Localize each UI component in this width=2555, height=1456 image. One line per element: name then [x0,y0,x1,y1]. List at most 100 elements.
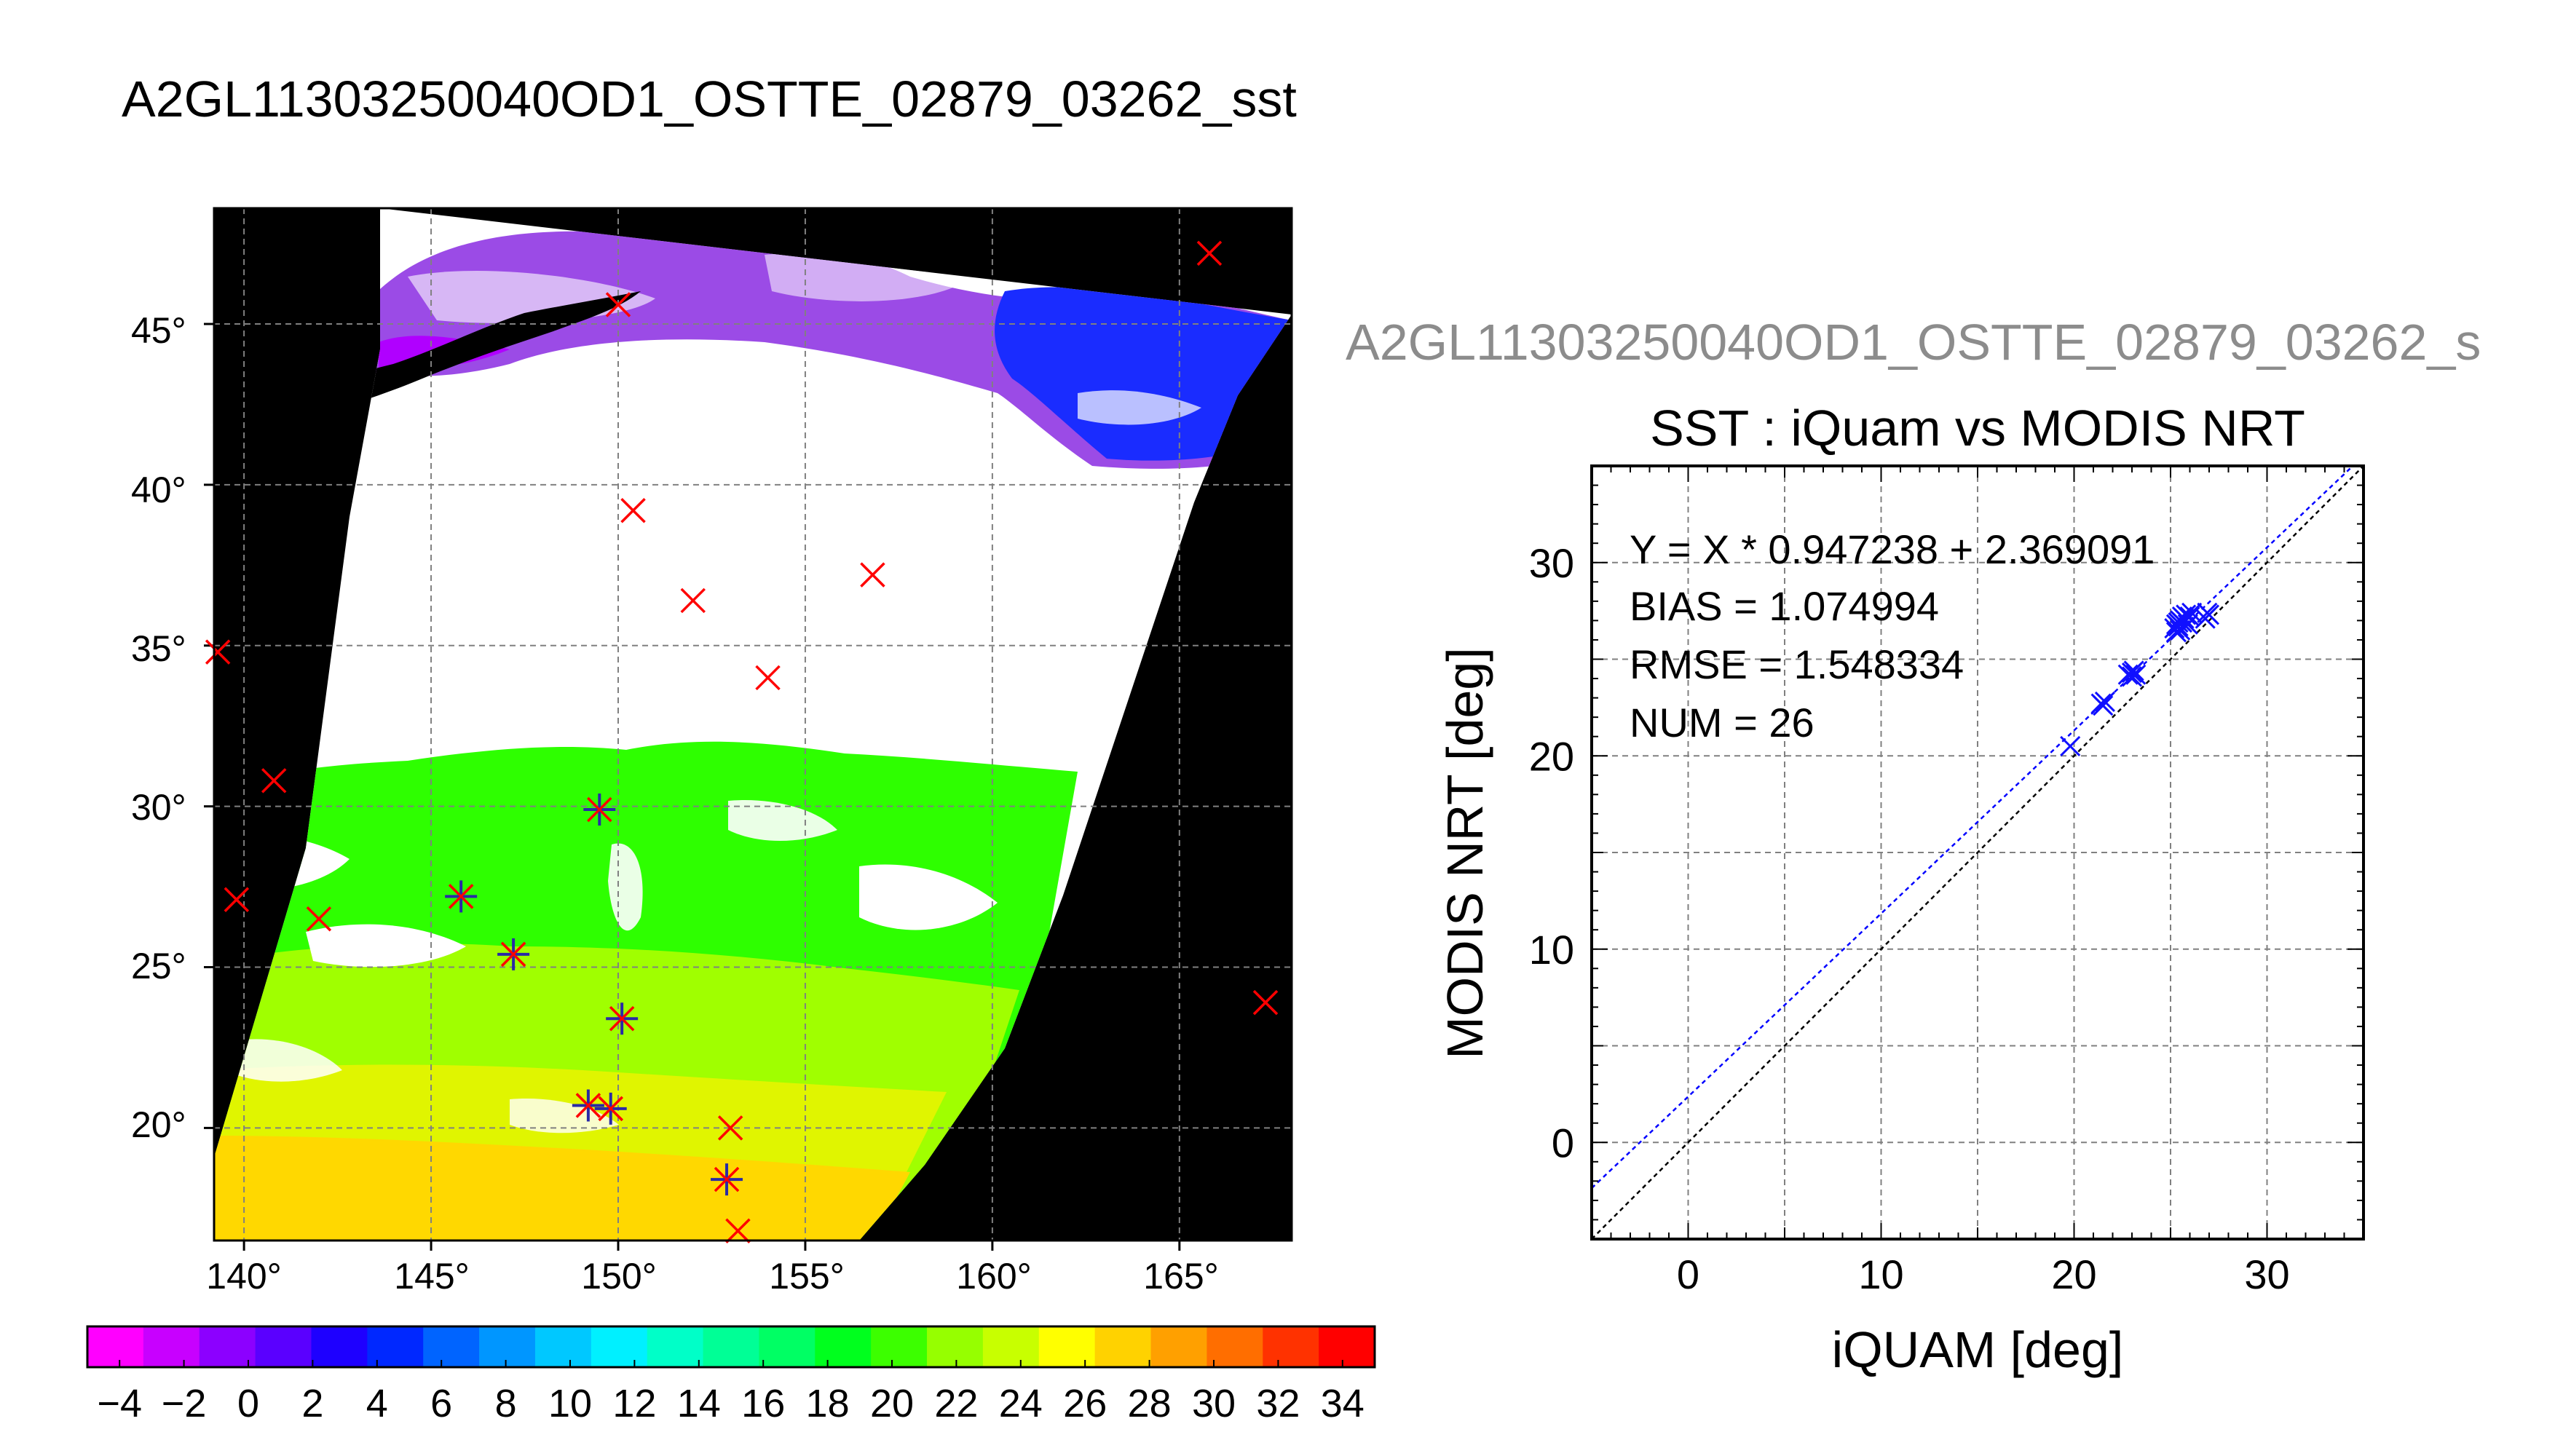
scatter-point [2117,664,2139,685]
colorbar-cell [479,1326,536,1367]
iquam-marker [717,1115,743,1141]
sst-gold-region [214,1136,910,1241]
colorbar-tick-label: 2 [301,1382,323,1425]
lon-label: 140° [206,1256,281,1297]
colorbar-cell [143,1326,200,1367]
scatter-xtick-label: 30 [2244,1251,2289,1297]
scatter-points [2060,602,2220,757]
colorbar-tick-label: 12 [612,1382,656,1425]
colorbar-tick-label: 22 [934,1382,978,1425]
map-panel: 45° 40° 35° 30° 25° 20° 140° 145° 150° 1… [131,207,1293,1297]
matchup-marker [445,880,478,913]
colorbar-cell [199,1326,256,1367]
stat-rmse: RMSE = 1.548334 [1630,641,1964,687]
colorbar-tick-label: 28 [1128,1382,1172,1425]
stat-equation: Y = X * 0.947238 + 2.369091 [1630,526,2155,572]
colorbar-ticks: −4 −2 0 2 4 6 8 10 12 14 16 18 20 22 24 26 28 30 32 34 [97,1360,1365,1425]
map-frame [213,207,1293,1242]
matchup-marker [497,938,530,970]
iquam-marker [205,639,231,665]
colorbar-cell [1150,1326,1207,1367]
lat-label: 35° [131,628,186,669]
colorbar-cell [423,1326,480,1367]
colorbar-tick-label: −4 [97,1382,142,1425]
colorbar-cell [647,1326,704,1367]
colorbar-cells [87,1326,1375,1367]
scatter-panel: A2GL11303250040OD1_OSTTE_02879_03262_s S… [1346,314,2481,1378]
cloud-patch [233,1039,342,1082]
cloud-patch [1078,390,1201,425]
map-markers [205,240,1279,1243]
colorbar-tick-label: 8 [495,1382,517,1425]
colorbar-cell [815,1326,872,1367]
iquam-marker [605,292,631,317]
iquam-marker [755,665,781,691]
scatter-point [2197,602,2218,623]
cloud-patch [306,924,466,968]
identity-line [1592,466,2364,1239]
iquam-marker [725,1218,751,1243]
colorbar-tick-label: 14 [677,1382,721,1425]
colorbar-tick-label: −2 [162,1382,207,1425]
colorbar-tick-label: 0 [237,1382,259,1425]
colorbar-cell [367,1326,424,1367]
stat-bias: BIAS = 1.074994 [1630,583,1939,629]
scatter-ytick-label: 0 [1552,1120,1574,1166]
scatter-title: SST : iQuam vs MODIS NRT [1650,400,2305,456]
iquam-marker [306,906,332,932]
colorbar-tick-label: 30 [1192,1382,1236,1425]
scatter-ytick-label: 30 [1529,540,1574,586]
colorbar-tick-label: 24 [999,1382,1043,1425]
scatter-point [2125,664,2147,685]
colorbar-cell [927,1326,984,1367]
lon-label: 145° [394,1256,469,1297]
scatter-xlabel: iQUAM [deg] [1832,1321,2124,1378]
colorbar-tick-label: 6 [430,1382,452,1425]
iquam-marker [860,562,885,587]
colorbar-tick-label: 20 [870,1382,914,1425]
scatter-point [2123,660,2144,681]
scatter-grid [1592,466,2364,1239]
satellite-swath [214,208,1292,1241]
lat-label: 20° [131,1104,186,1145]
cloud-patch [859,864,998,930]
matchup-marker [606,1002,639,1035]
colorbar-tick-label: 4 [366,1382,388,1425]
colorbar-cell [982,1326,1040,1367]
scatter-file-label: A2GL11303250040OD1_OSTTE_02879_03262_s [1346,314,2481,371]
cloud-patch [510,1099,619,1133]
colorbar-cell [1038,1326,1096,1367]
iquam-marker [620,498,646,523]
colorbar-tick-label: 10 [548,1382,592,1425]
colorbar-cell [255,1326,312,1367]
lat-label: 45° [131,310,186,351]
lon-label: 165° [1143,1256,1218,1297]
cloud-patch [608,843,643,931]
colorbar-frame [86,1325,1376,1369]
colorbar-cell [759,1326,816,1367]
colorbar-cell [591,1326,648,1367]
colorbar-tick-label: 18 [806,1382,850,1425]
fit-line [1592,466,2355,1190]
scatter-point [2060,735,2081,757]
scatter-point [2121,666,2143,687]
scatter-ytick-label: 10 [1529,927,1574,973]
colorbar-tick-label: 26 [1063,1382,1107,1425]
colorbar-cell [1263,1326,1319,1367]
colorbar-tick-label: 16 [741,1382,785,1425]
colorbar-cell [1207,1326,1263,1367]
lat-label: 25° [131,946,186,986]
sst-blue-region [995,287,1292,461]
scatter-point [2094,691,2115,712]
iquam-marker [1252,989,1279,1016]
cloud-patch [765,253,961,301]
page-title: A2GL11303250040OD1_OSTTE_02879_03262_sst [122,71,1297,127]
colorbar-tick-label: 34 [1321,1382,1365,1425]
colorbar-cell [534,1326,592,1367]
lon-label: 150° [581,1256,656,1297]
iquam-marker [224,887,250,912]
colorbar: −4 −2 0 2 4 6 8 10 12 14 16 18 20 22 24 26 28 30 32 34 [86,1325,1376,1425]
lon-label: 160° [956,1256,1031,1297]
scatter-ylabel: MODIS NRT [deg] [1437,647,1493,1059]
